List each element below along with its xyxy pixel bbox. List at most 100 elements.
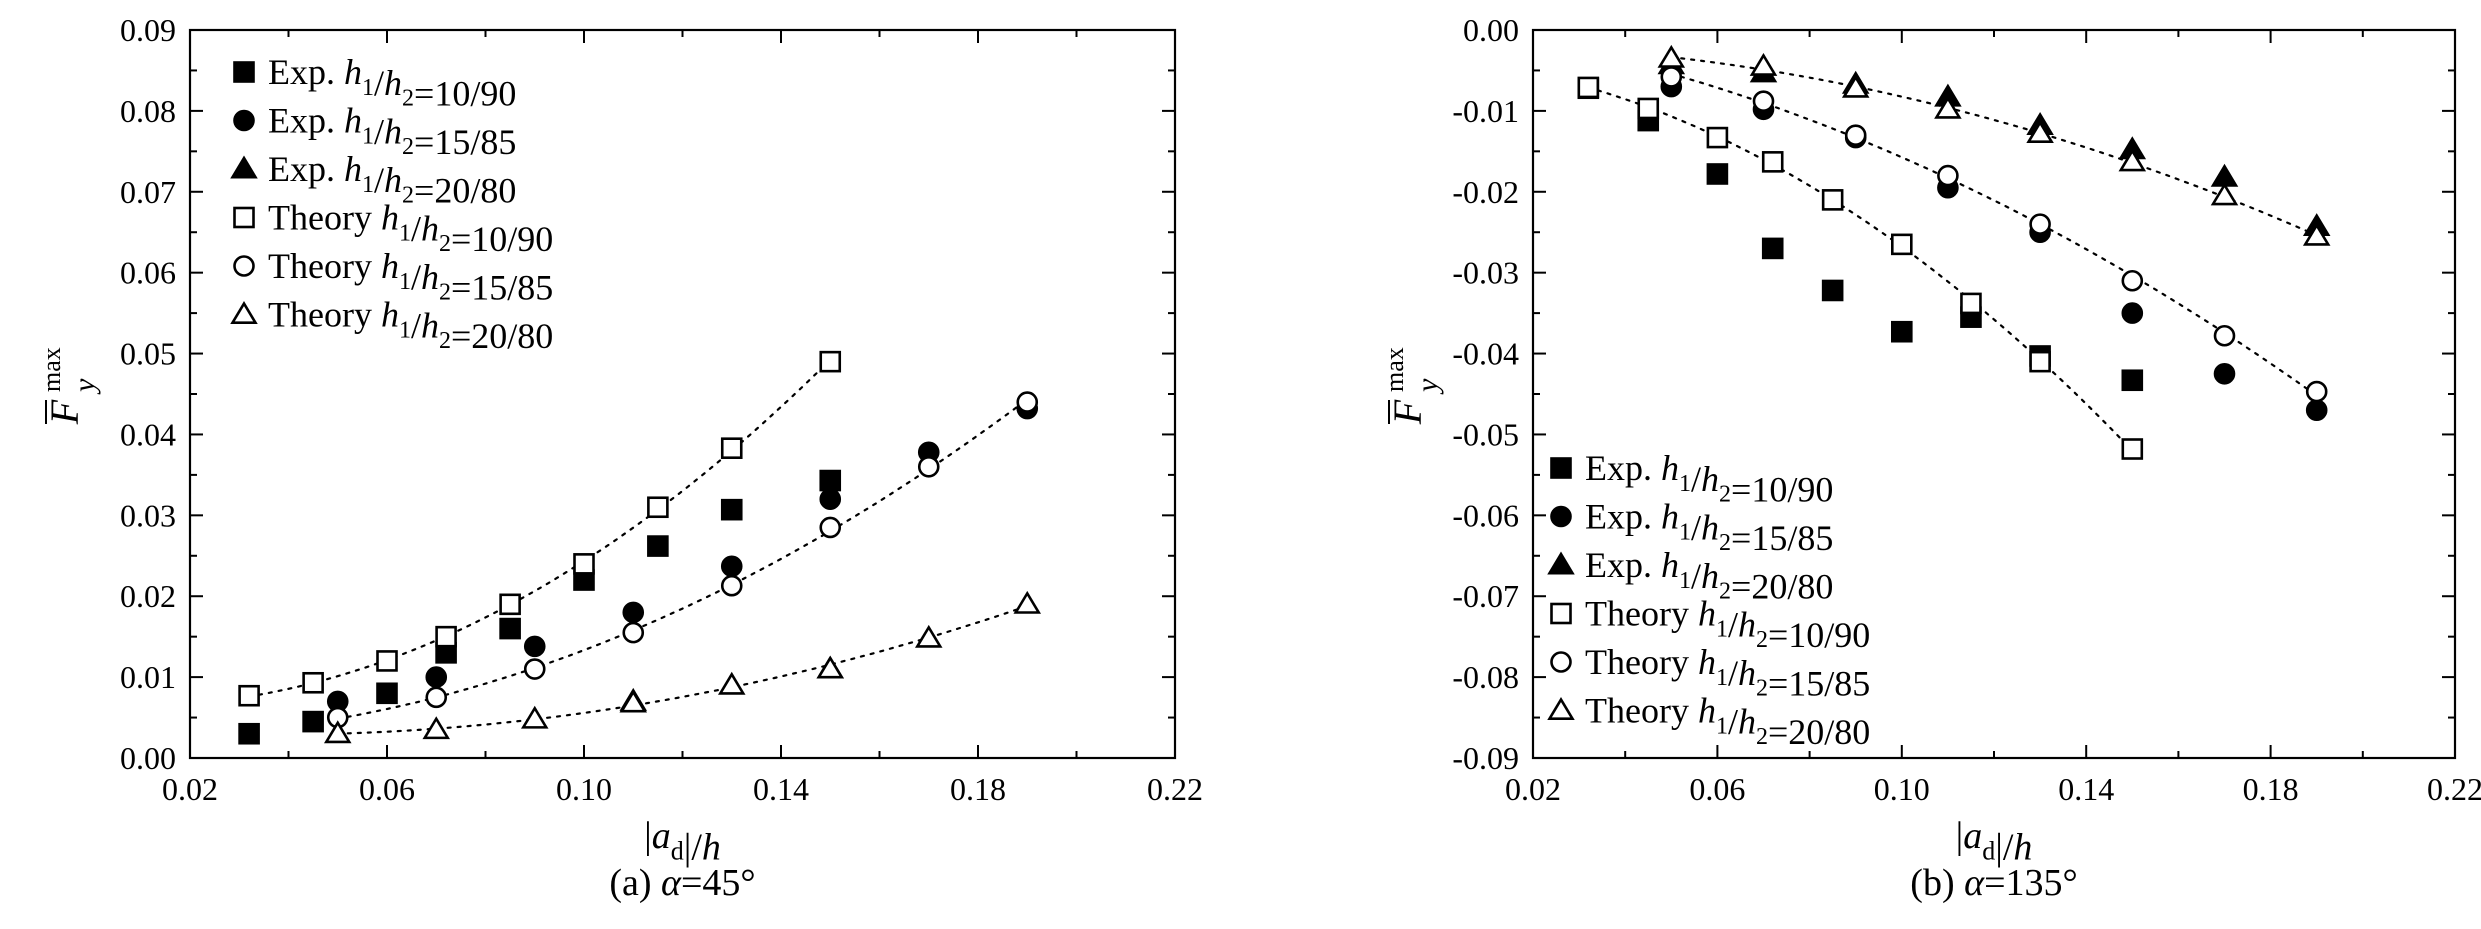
legend-marker bbox=[233, 61, 255, 83]
chart-panel-b: 0.02 0.06 0.10 0.14 0.18 0.22 0.00 -0.01 -0.02 -0… bbox=[1380, 12, 2481, 904]
x-tick-label: 0.10 bbox=[1874, 771, 1930, 807]
data-point bbox=[720, 574, 743, 597]
legend-marker bbox=[233, 255, 255, 277]
y-tick-label: 0.03 bbox=[120, 497, 176, 533]
data-point bbox=[302, 710, 324, 733]
data-point bbox=[425, 686, 448, 709]
y-axis-label-superscript: max bbox=[37, 347, 66, 392]
data-point bbox=[720, 498, 743, 521]
data-point bbox=[1749, 52, 1778, 76]
data-point bbox=[523, 635, 546, 658]
data-point bbox=[2118, 148, 2147, 172]
y-tick-label: 0.00 bbox=[1463, 12, 1519, 48]
y-axis-label-superscript: max bbox=[1380, 347, 1409, 392]
y-axis-label-symbol: F bbox=[42, 399, 87, 425]
data-point bbox=[1821, 189, 1844, 211]
data-point bbox=[238, 722, 260, 745]
x-tick-label: 0.22 bbox=[1147, 771, 1203, 807]
data-point bbox=[619, 689, 648, 713]
data-point bbox=[1934, 95, 1962, 119]
data-point bbox=[1706, 126, 1729, 149]
data-point bbox=[425, 666, 448, 688]
legend-marker bbox=[230, 301, 258, 324]
legend-label: Exp. h1/h2=15/85 bbox=[268, 101, 516, 163]
data-point bbox=[1761, 151, 1784, 173]
series-square-open bbox=[238, 350, 842, 707]
data-point bbox=[1637, 97, 1660, 120]
data-point bbox=[1960, 292, 1982, 315]
series-circle-open bbox=[326, 391, 1039, 729]
trend-line bbox=[1670, 56, 2318, 237]
trend-line bbox=[336, 604, 1029, 735]
data-point bbox=[819, 350, 842, 373]
y-tick-label: 0.04 bbox=[120, 416, 176, 452]
x-tick-label: 0.14 bbox=[753, 771, 809, 807]
data-point bbox=[2121, 438, 2144, 460]
legend-label: Theory h1/h2=10/90 bbox=[268, 198, 553, 260]
data-point bbox=[2121, 369, 2144, 392]
data-point bbox=[917, 455, 940, 478]
data-point bbox=[1752, 90, 1775, 112]
data-point bbox=[573, 553, 595, 575]
data-point bbox=[2213, 362, 2236, 385]
data-point bbox=[2029, 350, 2051, 373]
x-tick-label: 0.14 bbox=[2058, 771, 2114, 807]
data-point bbox=[717, 671, 746, 695]
data-point bbox=[1761, 237, 1784, 260]
y-axis-label-subscript: y bbox=[68, 378, 101, 395]
y-tick-label: 0.01 bbox=[120, 659, 176, 695]
data-point bbox=[520, 705, 549, 729]
legend-label: Exp. h1/h2=15/85 bbox=[1585, 497, 1833, 559]
trend-line bbox=[1587, 86, 2134, 452]
x-tick-label: 0.18 bbox=[2243, 771, 2299, 807]
data-point bbox=[816, 655, 845, 679]
data-point bbox=[2210, 182, 2239, 206]
y-tick-label: 0.05 bbox=[120, 336, 176, 372]
x-tick-label: 0.02 bbox=[162, 771, 218, 807]
y-tick-label: 0.08 bbox=[120, 93, 176, 129]
legend-marker bbox=[1547, 551, 1575, 575]
x-axis-label: |ad|/h bbox=[1956, 815, 2033, 868]
data-point bbox=[499, 593, 521, 616]
legend-marker bbox=[1550, 602, 1572, 625]
y-tick-label: 0.02 bbox=[120, 578, 176, 614]
legend-label: Theory h1/h2=15/85 bbox=[268, 246, 553, 308]
data-point bbox=[435, 625, 457, 648]
series-triangle-open bbox=[1657, 44, 2331, 246]
data-point bbox=[622, 621, 645, 644]
x-tick-label: 0.10 bbox=[556, 771, 612, 807]
legend-label: Theory h1/h2=15/85 bbox=[1585, 642, 1870, 704]
trend-line bbox=[1670, 72, 2318, 397]
data-point bbox=[1660, 66, 1683, 88]
data-point bbox=[376, 682, 398, 705]
x-tick-label: 0.18 bbox=[950, 771, 1006, 807]
legend-label: Theory h1/h2=10/90 bbox=[1585, 594, 1870, 656]
data-point bbox=[1821, 279, 1844, 302]
panel-caption: (b) α=135° bbox=[1910, 862, 2077, 904]
x-axis-label: |ad|/h bbox=[644, 815, 721, 868]
panel-caption: (a) α=45° bbox=[609, 862, 755, 904]
y-tick-label: 0.00 bbox=[120, 740, 176, 776]
data-point bbox=[720, 555, 743, 578]
x-tick-label: 0.06 bbox=[1689, 771, 1745, 807]
data-point bbox=[1577, 76, 1600, 99]
data-point bbox=[720, 437, 743, 459]
data-point bbox=[1937, 164, 1959, 187]
data-point bbox=[376, 650, 398, 672]
y-tick-label: 0.07 bbox=[120, 174, 176, 210]
data-point bbox=[238, 684, 260, 707]
y-axis-label-subscript: y bbox=[1411, 378, 1444, 395]
data-point bbox=[622, 601, 645, 624]
data-point bbox=[1706, 163, 1729, 185]
series-triangle-open bbox=[323, 590, 1042, 744]
data-point bbox=[2029, 213, 2051, 235]
series-square-filled bbox=[1577, 77, 2144, 392]
series-circle-open bbox=[1660, 66, 2328, 403]
data-point bbox=[302, 671, 324, 694]
data-point bbox=[2121, 269, 2144, 292]
legend-label: Exp. h1/h2=10/90 bbox=[1585, 448, 1833, 510]
trend-line bbox=[336, 398, 1029, 720]
legend-label: Theory h1/h2=20/80 bbox=[268, 295, 553, 357]
